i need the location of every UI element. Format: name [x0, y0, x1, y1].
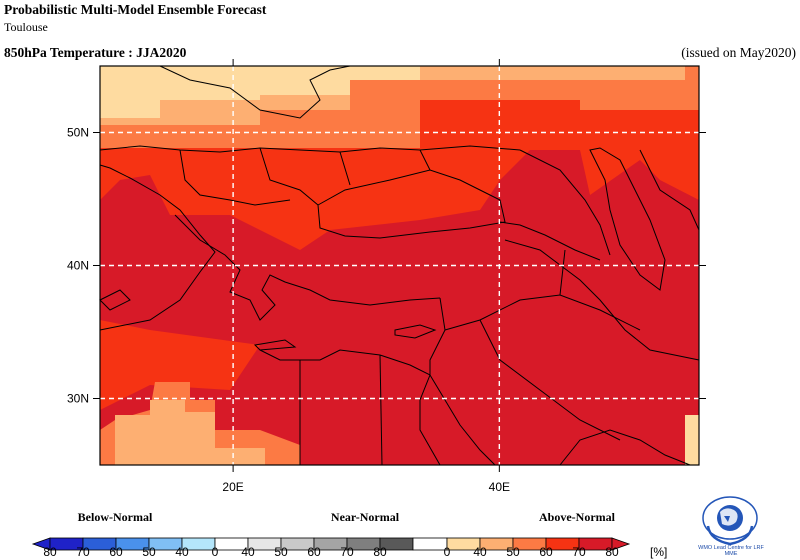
forecast-subtitle: Toulouse: [4, 20, 48, 34]
legend-tick-label: 80: [373, 545, 387, 559]
probability-patch-3: [100, 66, 420, 118]
lon-tick-label: 40E: [489, 480, 510, 494]
legend-tick-label: 50: [506, 545, 520, 559]
probability-patch-5: [115, 400, 265, 465]
wmo-logo-text: WMO Lead Centre for LRF MME: [698, 545, 764, 557]
issued-date: (issued on May2020): [681, 45, 796, 60]
lat-tick-label: 50N: [67, 126, 89, 140]
border-line-15: [339, 151, 351, 186]
legend-below-normal-label: Below-Normal: [77, 510, 153, 524]
border-line-16: [419, 149, 431, 171]
legend-colorbar: 80 70 60 50 40 0 40 50 60 70 80 0 40 50 60 70 80 [%]: [31, 537, 667, 559]
border-line-9: [253, 339, 297, 351]
border-line-23: [379, 354, 383, 466]
border-line-14: [259, 147, 319, 206]
legend-tick-label: 40: [473, 545, 487, 559]
border-line-20: [444, 294, 641, 331]
legend-above-normal-label: Above-Normal: [539, 510, 615, 524]
lat-tick-label: 40N: [67, 259, 89, 273]
border-line-13: [179, 149, 291, 206]
border-line-3: [589, 147, 666, 291]
legend-tick-label: 0: [212, 545, 219, 559]
border-line-6: [419, 374, 441, 466]
border-line-11: [159, 65, 351, 119]
border-line-1: [174, 214, 441, 321]
lat-tick-label: 30N: [67, 392, 89, 406]
forecast-title: Probabilistic Multi-Model Ensemble Forec…: [4, 2, 267, 17]
border-line-21: [479, 319, 621, 441]
wmo-logo-icon: [702, 496, 758, 546]
legend-right-arrow: [611, 537, 631, 551]
legend-tick-label: 70: [76, 545, 90, 559]
border-line-19: [504, 239, 700, 361]
border-line-12: [99, 145, 521, 153]
border-line-25: [639, 149, 700, 231]
legend-tick-label: 70: [340, 545, 354, 559]
legend-tick-label: 50: [142, 545, 156, 559]
legend-tick-label: 60: [539, 545, 553, 559]
legend-tick-label: 50: [274, 545, 288, 559]
legend-tick-label: 60: [307, 545, 321, 559]
legend-tick-label: 80: [43, 545, 57, 559]
border-line-24: [559, 249, 566, 296]
border-line-7: [559, 429, 691, 466]
lon-tick-label: 20E: [222, 480, 243, 494]
legend-near-normal-label: Near-Normal: [330, 510, 400, 524]
legend-tick-label: 40: [175, 545, 189, 559]
legend-cell-gap: [412, 537, 448, 551]
probability-patch-6: [685, 415, 699, 465]
variable-title: 850hPa Temperature : JJA2020: [4, 45, 187, 60]
border-line-18: [499, 221, 601, 261]
border-line-17: [519, 149, 611, 256]
legend-tick-label: 60: [109, 545, 123, 559]
border-line-0: [99, 164, 216, 331]
legend-tick-label: 80: [605, 545, 619, 559]
border-line-10: [99, 289, 131, 311]
legend-tick-label: 40: [241, 545, 255, 559]
legend-tick-label: 0: [444, 545, 451, 559]
border-line-8: [394, 324, 437, 339]
grid-lines: [100, 66, 699, 465]
coastline-layer: [99, 65, 700, 466]
legend-tick-label: 70: [572, 545, 586, 559]
border-line-2: [317, 169, 506, 239]
legend-unit-label: [%]: [650, 545, 667, 559]
border-line-5: [429, 374, 496, 466]
probability-patch-0: [100, 150, 699, 465]
